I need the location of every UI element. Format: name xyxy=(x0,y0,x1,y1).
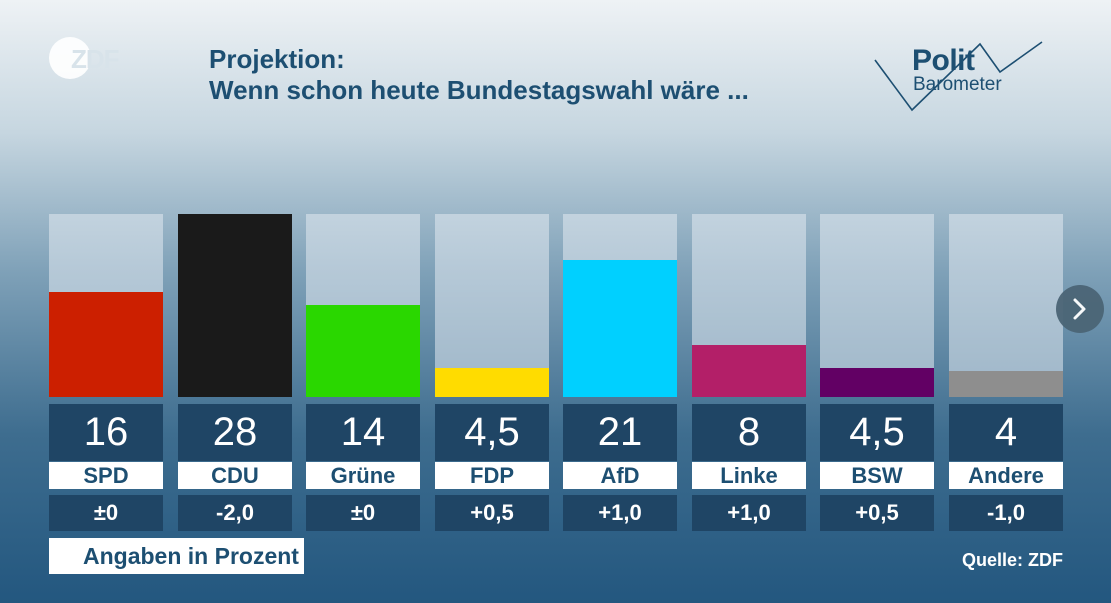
category-label: Grüne xyxy=(306,462,420,489)
value-label: 16 xyxy=(49,404,163,461)
politbarometer-word: Polit xyxy=(912,44,975,77)
bar-andere xyxy=(949,371,1063,397)
change-label: -2,0 xyxy=(178,495,292,531)
title-line-1: Projektion: xyxy=(209,44,345,74)
category-label: BSW xyxy=(820,462,934,489)
category-label: FDP xyxy=(435,462,549,489)
bar-cdu xyxy=(178,214,292,397)
change-label: ±0 xyxy=(49,495,163,531)
zdf-logo: ZDF xyxy=(49,36,121,80)
bar-fdp xyxy=(435,368,549,397)
unit-note: Angaben in Prozent xyxy=(49,538,304,574)
value-label: 4,5 xyxy=(435,404,549,461)
change-label: +0,5 xyxy=(820,495,934,531)
change-label: +0,5 xyxy=(435,495,549,531)
value-label: 8 xyxy=(692,404,806,461)
bar-grüne xyxy=(306,305,420,397)
change-label: -1,0 xyxy=(949,495,1063,531)
zdf-logo-circle xyxy=(49,37,91,79)
politbarometer-sub: Barometer xyxy=(913,74,1002,95)
title-line-2: Wenn schon heute Bundestagswahl wäre ... xyxy=(209,75,749,105)
value-label: 28 xyxy=(178,404,292,461)
chevron-right-icon xyxy=(1073,298,1086,320)
category-label: Linke xyxy=(692,462,806,489)
bar-track xyxy=(820,214,934,397)
category-label: AfD xyxy=(563,462,677,489)
bar-bsw xyxy=(820,368,934,397)
unit-note-text: Angaben in Prozent xyxy=(83,543,299,569)
value-label: 14 xyxy=(306,404,420,461)
change-label: +1,0 xyxy=(563,495,677,531)
category-label: CDU xyxy=(178,462,292,489)
category-label: Andere xyxy=(949,462,1063,489)
change-label: ±0 xyxy=(306,495,420,531)
politbarometer-logo: Polit Barometer xyxy=(872,38,1047,114)
category-label: SPD xyxy=(49,462,163,489)
value-label: 4 xyxy=(949,404,1063,461)
source-label: Quelle: ZDF xyxy=(961,550,1063,570)
bar-track xyxy=(949,214,1063,397)
value-label: 21 xyxy=(563,404,677,461)
chart-title: Projektion: Wenn schon heute Bundestagsw… xyxy=(209,44,749,106)
politbarometer-check-icon xyxy=(874,41,1043,112)
bar-spd xyxy=(49,292,163,397)
bar-linke xyxy=(692,345,806,397)
zdf-logo-text: ZDF xyxy=(71,44,120,74)
bar-afd xyxy=(563,260,677,397)
bar-track xyxy=(435,214,549,397)
next-button[interactable] xyxy=(1056,285,1104,333)
value-label: 4,5 xyxy=(820,404,934,461)
change-label: +1,0 xyxy=(692,495,806,531)
